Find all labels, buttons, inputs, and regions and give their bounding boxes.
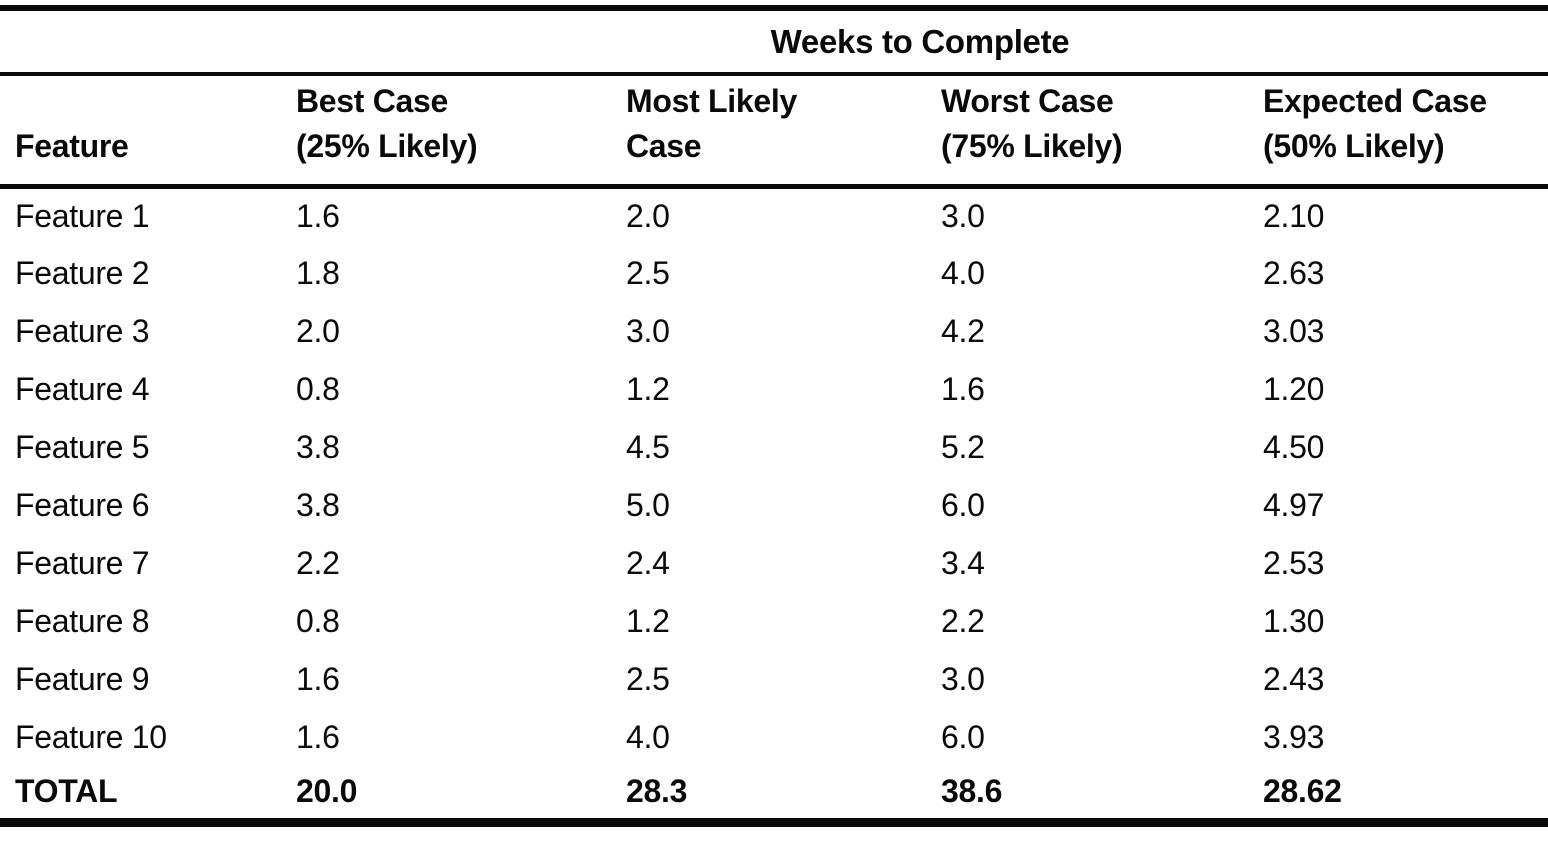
column-header-row: Feature Best Case (25% Likely) Most Like…	[0, 74, 1548, 189]
worst-cell: 3.0	[941, 197, 985, 234]
table-row: Feature 1 1.6 2.0 3.0 2.10	[0, 186, 1548, 244]
table-row: Feature 6 3.8 5.0 6.0 4.97	[0, 476, 1548, 534]
span-header-spacer	[0, 8, 292, 76]
expected-cell: 1.30	[1263, 602, 1325, 639]
scanned-table-page: Weeks to Complete Feature Best Case (25%…	[0, 5, 1548, 849]
table-body: Feature 1 1.6 2.0 3.0 2.10 Feature 2 1.8 2.5 4.0…	[0, 186, 1548, 822]
most-likely-cell: 1.2	[626, 370, 670, 407]
span-header-row: Weeks to Complete	[0, 8, 1548, 76]
best-cell: 1.6	[296, 197, 340, 234]
table-row: Feature 8 0.8 1.2 2.2 1.30	[0, 592, 1548, 650]
column-header-most-likely-case: Most Likely Case	[622, 74, 937, 189]
expected-cell: 2.53	[1263, 544, 1325, 581]
most-likely-cell: 2.5	[626, 660, 670, 697]
table-row: Feature 5 3.8 4.5 5.2 4.50	[0, 418, 1548, 476]
worst-cell: 3.0	[941, 660, 985, 697]
column-header-expected-case: Expected Case (50% Likely)	[1259, 74, 1548, 189]
worst-cell: 6.0	[941, 718, 985, 755]
expected-cell: 28.62	[1263, 773, 1342, 810]
best-cell: 20.0	[296, 773, 358, 810]
best-cell: 1.6	[296, 718, 340, 755]
expected-cell: 2.10	[1263, 197, 1325, 234]
most-likely-cell: 4.0	[626, 718, 670, 755]
worst-cell: 1.6	[941, 370, 985, 407]
feature-cell: Feature 1	[15, 197, 150, 234]
best-cell: 1.6	[296, 660, 340, 697]
best-cell: 2.2	[296, 544, 340, 581]
worst-cell: 5.2	[941, 428, 985, 465]
most-likely-cell: 2.4	[626, 544, 670, 581]
feature-cell: TOTAL	[15, 773, 118, 810]
table-row: Feature 10 1.6 4.0 6.0 3.93	[0, 708, 1548, 766]
feature-cell: Feature 6	[15, 486, 150, 523]
worst-cell: 6.0	[941, 486, 985, 523]
table-row: Feature 7 2.2 2.4 3.4 2.53	[0, 534, 1548, 592]
worst-cell: 3.4	[941, 544, 985, 581]
column-header-feature: Feature	[0, 74, 292, 189]
most-likely-cell: 2.5	[626, 254, 670, 291]
feature-cell: Feature 4	[15, 370, 150, 407]
most-likely-cell: 5.0	[626, 486, 670, 523]
expected-cell: 2.43	[1263, 660, 1325, 697]
feature-cell: Feature 3	[15, 312, 150, 349]
best-cell: 3.8	[296, 428, 340, 465]
feature-cell: Feature 8	[15, 602, 150, 639]
table-row: Feature 9 1.6 2.5 3.0 2.43	[0, 650, 1548, 708]
feature-cell: Feature 9	[15, 660, 150, 697]
most-likely-cell: 1.2	[626, 602, 670, 639]
best-cell: 0.8	[296, 370, 340, 407]
expected-cell: 2.63	[1263, 254, 1325, 291]
best-cell: 0.8	[296, 602, 340, 639]
best-cell: 3.8	[296, 486, 340, 523]
table-row: Feature 3 2.0 3.0 4.2 3.03	[0, 302, 1548, 360]
total-row: TOTAL 20.0 28.3 38.6 28.62	[0, 766, 1548, 822]
best-cell: 1.8	[296, 254, 340, 291]
expected-cell: 4.97	[1263, 486, 1325, 523]
estimation-table: Weeks to Complete Feature Best Case (25%…	[0, 5, 1548, 827]
column-header-worst-case: Worst Case (75% Likely)	[937, 74, 1259, 189]
column-header-best-case: Best Case (25% Likely)	[292, 74, 622, 189]
table-span-title: Weeks to Complete	[292, 8, 1548, 76]
table-row: Feature 2 1.8 2.5 4.0 2.63	[0, 244, 1548, 302]
worst-cell: 4.0	[941, 254, 985, 291]
worst-cell: 4.2	[941, 312, 985, 349]
expected-cell: 3.03	[1263, 312, 1325, 349]
feature-cell: Feature 2	[15, 254, 150, 291]
most-likely-cell: 4.5	[626, 428, 670, 465]
most-likely-cell: 2.0	[626, 197, 670, 234]
best-cell: 2.0	[296, 312, 340, 349]
most-likely-cell: 28.3	[626, 773, 688, 810]
expected-cell: 1.20	[1263, 370, 1325, 407]
expected-cell: 3.93	[1263, 718, 1325, 755]
feature-cell: Feature 7	[15, 544, 150, 581]
feature-cell: Feature 10	[15, 718, 167, 755]
expected-cell: 4.50	[1263, 428, 1325, 465]
feature-cell: Feature 5	[15, 428, 150, 465]
worst-cell: 38.6	[941, 773, 1003, 810]
table-row: Feature 4 0.8 1.2 1.6 1.20	[0, 360, 1548, 418]
worst-cell: 2.2	[941, 602, 985, 639]
most-likely-cell: 3.0	[626, 312, 670, 349]
